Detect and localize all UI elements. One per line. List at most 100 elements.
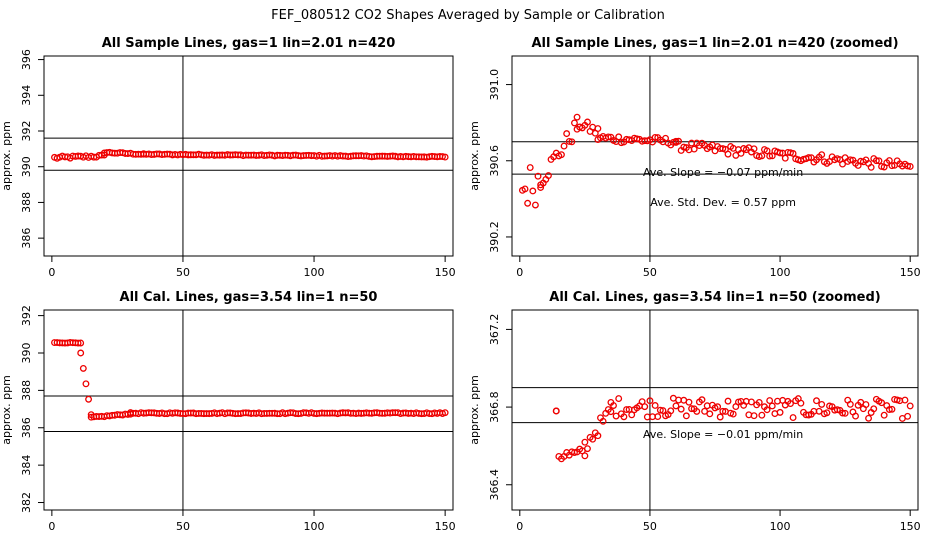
y-tick-label: 382	[20, 492, 33, 513]
series-points	[552, 394, 914, 463]
y-tick-label: 392	[20, 121, 33, 142]
x-tick-label: 50	[643, 266, 657, 279]
data-point	[846, 156, 854, 164]
y-axis-label: approx. ppm	[0, 121, 13, 191]
data-point	[85, 395, 93, 403]
data-point	[682, 412, 690, 420]
y-tick-label: 384	[20, 455, 33, 476]
data-point	[615, 395, 623, 403]
data-point	[747, 398, 755, 406]
data-point	[880, 411, 888, 419]
chart-panel-4: All Cal. Lines, gas=3.54 lin=1 n=50 (zoo…	[468, 290, 921, 533]
data-point	[615, 133, 623, 141]
data-point	[594, 432, 602, 440]
data-point	[441, 153, 449, 161]
data-point	[672, 402, 680, 410]
x-tick-label: 50	[643, 520, 657, 533]
data-point	[862, 401, 870, 409]
data-point	[776, 149, 784, 157]
y-axis-label: approx. ppm	[468, 121, 481, 191]
data-point	[766, 397, 774, 405]
plot-frame	[511, 309, 919, 511]
data-point	[677, 405, 685, 413]
data-point	[867, 163, 875, 171]
x-tick-label: 150	[435, 520, 456, 533]
data-point	[724, 397, 732, 405]
chart-title: All Cal. Lines, gas=3.54 lin=1 n=50	[120, 290, 378, 305]
chart-annotation: Ave. Slope = −0.01 ppm/min	[643, 428, 803, 441]
data-point	[716, 413, 724, 421]
y-tick-label: 388	[20, 192, 33, 213]
data-point	[571, 119, 578, 127]
chart-title: All Sample Lines, gas=1 lin=2.01 n=420 (…	[531, 36, 898, 51]
y-tick-label: 390.6	[488, 145, 501, 177]
data-point	[563, 130, 571, 138]
chart-title: All Cal. Lines, gas=3.54 lin=1 n=50 (zoo…	[549, 290, 880, 305]
data-point	[714, 403, 722, 411]
data-point	[906, 162, 914, 170]
y-tick-label: 390	[20, 156, 33, 177]
data-point	[823, 409, 831, 417]
data-point	[755, 398, 763, 406]
data-point	[901, 396, 909, 404]
y-tick-label: 396	[20, 49, 33, 70]
chart-annotation: Ave. Slope = −0.07 ppm/min	[643, 166, 803, 179]
data-point	[526, 164, 534, 172]
data-point	[750, 412, 758, 420]
data-point	[789, 414, 797, 422]
data-point	[815, 407, 823, 415]
y-tick-label: 392	[20, 305, 33, 326]
data-point	[659, 407, 667, 415]
data-point	[724, 150, 732, 158]
data-point	[623, 406, 630, 414]
x-tick-label: 50	[176, 520, 190, 533]
data-point	[906, 402, 914, 410]
data-point	[698, 396, 706, 404]
data-point	[531, 201, 539, 209]
data-point	[641, 403, 649, 411]
data-point	[74, 339, 82, 347]
data-point	[589, 435, 597, 443]
data-point	[852, 412, 859, 420]
data-point	[768, 402, 776, 410]
data-point	[904, 412, 912, 420]
data-point	[805, 154, 813, 162]
y-axis-label: approx. ppm	[0, 375, 13, 445]
data-point	[888, 162, 896, 170]
x-tick-label: 100	[770, 520, 791, 533]
series-points	[51, 148, 449, 162]
data-point	[654, 413, 662, 421]
data-point	[787, 400, 794, 407]
data-point	[565, 138, 573, 145]
data-point	[758, 411, 766, 419]
data-point	[620, 413, 628, 421]
data-point	[599, 417, 607, 425]
data-point	[552, 407, 560, 415]
y-tick-label: 390.2	[488, 221, 501, 253]
data-point	[529, 187, 537, 195]
data-point	[719, 407, 727, 415]
y-tick-label: 386	[20, 228, 33, 249]
series-points	[518, 113, 914, 209]
data-point	[646, 397, 654, 405]
x-tick-label: 0	[516, 520, 523, 533]
y-tick-label: 391.0	[488, 69, 501, 101]
data-point	[607, 408, 615, 416]
data-point	[750, 145, 758, 153]
data-point	[439, 153, 446, 160]
x-tick-label: 0	[48, 266, 55, 279]
data-point	[865, 414, 873, 422]
x-tick-label: 100	[304, 266, 325, 279]
data-point	[690, 145, 698, 153]
x-tick-label: 50	[176, 266, 190, 279]
data-point	[573, 113, 581, 121]
data-point	[813, 397, 820, 405]
data-point	[763, 147, 771, 155]
data-point	[557, 151, 565, 159]
plot-frame	[43, 55, 454, 257]
series-points	[51, 338, 449, 421]
data-point	[758, 152, 766, 160]
data-point	[878, 399, 886, 407]
x-tick-label: 0	[48, 520, 55, 533]
